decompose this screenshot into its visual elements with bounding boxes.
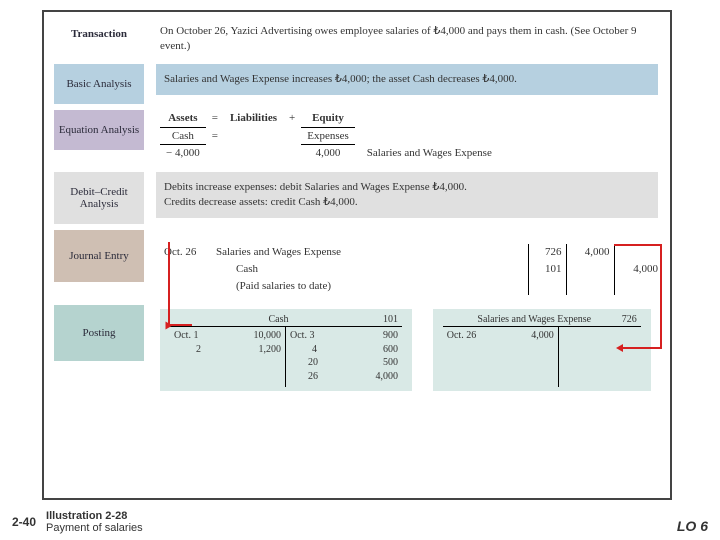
transaction-text: On October 26, Yazici Advertising owes e… <box>156 18 670 58</box>
cash-c2-amt: 500 <box>383 356 398 370</box>
cash-c3-amt: 4,000 <box>376 370 399 384</box>
eq-assets: Assets <box>160 110 206 127</box>
journal-entry1: Salaries and Wages Expense <box>212 244 528 261</box>
cash-d1-date: 2 <box>174 343 201 357</box>
eq-liabilities: Liabilities <box>224 110 283 127</box>
eq-exp-val: 4,000 <box>301 145 355 162</box>
taccount-swe: Salaries and Wages Expense 726 Oct. 26 4,… <box>443 313 641 388</box>
eq-equals2: = <box>206 127 224 145</box>
page-number: 2-40 <box>12 515 36 529</box>
equation-content: Assets = Liabilities + Equity Cash = Exp… <box>156 110 670 167</box>
cash-c0-date: Oct. 3 <box>290 329 314 343</box>
journal-entry2: Cash <box>212 261 528 278</box>
label-equation-analysis: Equation Analysis <box>54 110 144 150</box>
label-journal-entry: Journal Entry <box>54 230 144 282</box>
eq-expenses-label: Expenses <box>301 127 355 145</box>
dc-line1: Debits increase expenses: debit Salaries… <box>164 180 650 195</box>
swe-title: Salaries and Wages Expense <box>477 313 591 327</box>
cash-acct: 101 <box>383 313 398 327</box>
cash-d1-amt: 1,200 <box>259 343 282 357</box>
eq-cash-val: 4,000 <box>175 147 200 159</box>
journal-credit: 4,000 <box>614 261 662 278</box>
red-arrow-right-head <box>616 344 623 352</box>
journal-debit: 4,000 <box>566 244 614 261</box>
swe-d0-amt: 4,000 <box>531 329 554 343</box>
journal-content: Oct. 26 Salaries and Wages Expense 726 4… <box>156 230 670 299</box>
cash-c0-amt: 900 <box>383 329 398 343</box>
label-transaction: Transaction <box>54 18 144 46</box>
cash-c1-amt: 600 <box>383 343 398 357</box>
cash-d0-date: Oct. 1 <box>174 329 198 343</box>
swe-acct: 726 <box>622 313 637 327</box>
eq-minus: − <box>166 147 172 159</box>
label-basic-analysis: Basic Analysis <box>54 64 144 104</box>
journal-memo: (Paid salaries to date) <box>212 278 528 295</box>
journal-ref1: 726 <box>528 244 566 261</box>
red-arrow-right-top <box>614 244 662 246</box>
journal-ref2: 101 <box>528 261 566 278</box>
cash-title: Cash <box>269 313 289 327</box>
red-arrow-left-vert <box>168 242 170 324</box>
learning-objective: LO 6 <box>677 518 708 534</box>
taccount-cash: Cash 101 Oct. 1 10,000 2 1,200 Oct. 3 900 4… <box>170 313 402 388</box>
label-debit-credit: Debit–Credit Analysis <box>54 172 144 224</box>
illustration-title: Illustration 2-28 <box>46 510 127 522</box>
eq-plus: + <box>283 110 301 127</box>
posting-content: Cash 101 Oct. 1 10,000 2 1,200 Oct. 3 900 4… <box>156 305 670 396</box>
debit-credit-content: Debits increase expenses: debit Salaries… <box>156 172 658 218</box>
cash-c2-date: 20 <box>290 356 318 370</box>
illustration-frame: Transaction On October 26, Yazici Advert… <box>42 10 672 500</box>
swe-d0-date: Oct. 26 <box>447 329 476 343</box>
red-arrow-left-head <box>166 322 173 330</box>
eq-cash-label: Cash <box>160 127 206 145</box>
cash-d0-amt: 10,000 <box>254 329 282 343</box>
label-posting: Posting <box>54 305 144 361</box>
eq-equals: = <box>206 110 224 127</box>
eq-equity: Equity <box>301 110 355 127</box>
red-arrow-right-vert <box>660 244 662 347</box>
basic-analysis-text: Salaries and Wages Expense increases ₺4,… <box>156 64 658 95</box>
cash-c1-date: 4 <box>290 343 317 357</box>
dc-line2: Credits decrease assets: credit Cash ₺4,… <box>164 195 650 210</box>
eq-sidenote: Salaries and Wages Expense <box>355 145 498 162</box>
slide-footer: 2-40 Illustration 2-28 Payment of salari… <box>0 510 720 534</box>
red-arrow-right-bottom <box>622 347 662 349</box>
illustration-subtitle: Payment of salaries <box>46 522 143 534</box>
cash-c3-date: 26 <box>290 370 318 384</box>
